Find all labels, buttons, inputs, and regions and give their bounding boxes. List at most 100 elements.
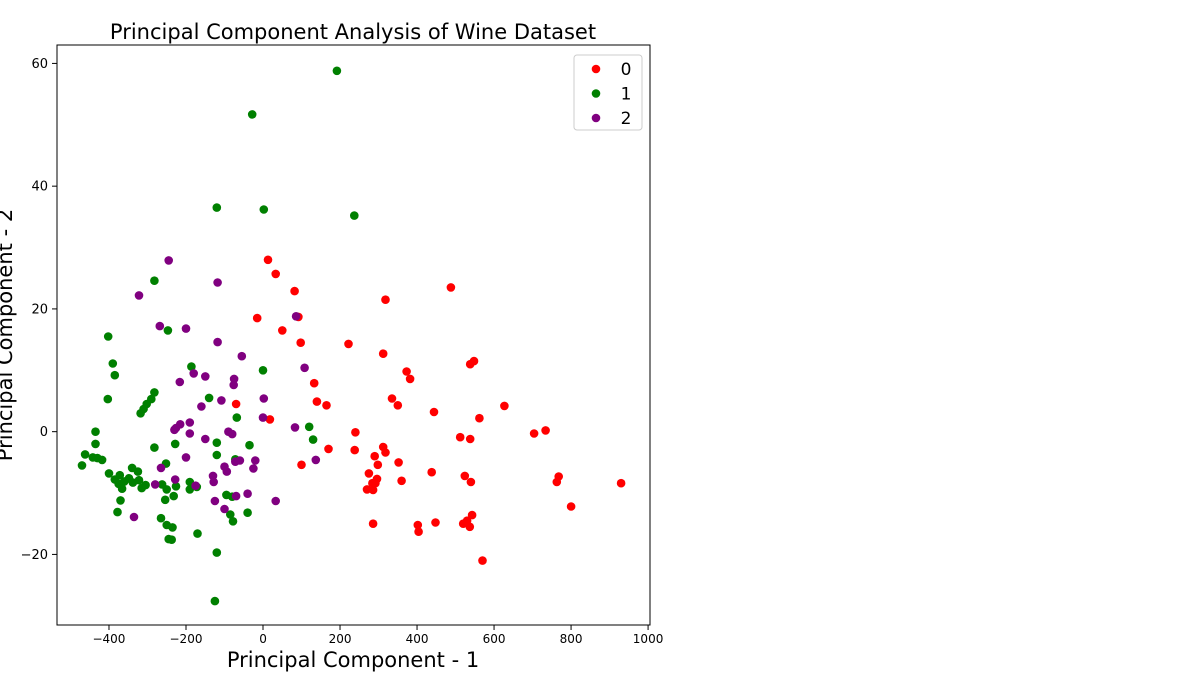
data-point-series-0 [394,458,403,467]
data-point-series-0 [278,326,287,335]
data-point-series-0 [566,502,576,511]
data-point-series-1 [170,439,180,449]
data-point-series-0 [309,378,319,388]
data-point-series-2 [164,256,173,265]
x-tick-label: 600 [483,632,506,646]
data-point-series-2 [249,464,258,473]
data-point-series-2 [181,324,191,333]
data-point-series-1 [104,469,114,478]
x-tick-label: −400 [92,632,125,646]
data-point-series-1 [232,413,242,422]
data-point-series-1 [168,523,177,532]
data-point-series-1 [332,66,342,76]
data-point-series-2 [222,467,232,476]
data-point-series-2 [191,481,200,491]
data-point-series-0 [467,510,477,520]
data-point-series-2 [237,351,247,361]
data-point-series-0 [475,413,484,423]
data-point-series-1 [103,394,113,404]
data-point-series-2 [290,423,300,432]
data-point-series-1 [162,485,171,494]
data-point-series-0 [529,429,539,438]
data-point-series-1 [156,513,166,523]
data-point-series-2 [259,394,269,403]
data-point-series-1 [167,535,176,544]
data-point-series-2 [213,337,222,347]
data-points [77,66,626,606]
data-point-series-1 [304,422,314,432]
data-point-series-0 [381,448,390,457]
data-point-series-0 [350,445,360,455]
data-point-series-2 [271,496,281,506]
data-point-series-1 [110,370,120,380]
data-point-series-1 [245,440,254,450]
data-point-series-0 [402,367,411,376]
data-point-series-1 [187,362,196,371]
data-point-series-2 [229,380,238,390]
legend-label: 0 [621,60,632,80]
data-point-series-0 [344,339,353,349]
data-point-series-1 [77,461,87,470]
data-point-series-1 [243,508,252,517]
data-point-series-2 [229,374,239,384]
data-point-series-1 [204,393,214,403]
data-point-series-2 [210,496,220,506]
data-point-series-0 [263,255,273,265]
data-point-series-1 [193,529,202,538]
data-point-series-1 [212,548,222,557]
legend-marker [591,64,601,74]
data-point-series-0 [460,471,470,481]
data-point-series-2 [213,278,222,287]
data-point-series-1 [97,455,107,465]
data-point-series-2 [311,455,321,465]
data-point-series-1 [160,495,170,505]
data-point-series-2 [175,377,185,387]
data-point-series-1 [308,435,318,444]
data-point-series-1 [134,475,144,485]
data-point-series-0 [381,295,390,305]
data-point-series-1 [259,205,269,214]
data-point-series-0 [541,426,550,435]
data-point-series-1 [212,203,222,212]
data-point-series-2 [291,312,301,321]
data-point-series-2 [243,489,252,499]
data-point-series-0 [312,397,322,406]
data-point-series-1 [163,326,173,335]
y-tick-label: −20 [21,548,48,563]
data-point-series-0 [478,556,487,565]
data-point-series-1 [350,211,359,220]
data-point-series-0 [231,399,241,409]
data-point-series-1 [113,507,122,517]
data-point-series-1 [117,484,127,494]
data-point-series-1 [136,409,145,418]
x-axis-label: Principal Component - 1 [227,648,479,672]
y-tick-label: 40 [31,180,48,195]
data-point-series-0 [324,444,333,454]
data-point-series-1 [150,276,159,286]
data-point-series-0 [397,476,406,486]
data-point-series-1 [91,427,100,437]
data-point-series-1 [212,438,222,448]
data-point-series-2 [258,413,268,422]
data-point-series-0 [297,460,306,470]
data-point-series-1 [169,491,178,501]
data-point-series-2 [201,372,210,381]
data-point-series-0 [373,460,383,470]
data-point-series-0 [446,283,456,292]
data-point-series-0 [290,286,299,296]
data-point-series-0 [296,338,306,348]
data-point-series-2 [170,475,180,484]
data-point-series-1 [228,517,238,526]
data-point-series-0 [378,349,388,359]
data-point-series-2 [201,434,210,444]
x-tick-label: 800 [560,632,583,646]
data-point-series-1 [150,443,159,452]
data-point-series-2 [134,291,144,300]
data-point-series-0 [393,401,403,410]
data-point-series-2 [197,402,206,411]
data-point-series-0 [368,519,378,528]
data-point-series-2 [155,321,165,331]
data-point-series-0 [427,467,437,477]
data-point-series-0 [465,522,475,532]
